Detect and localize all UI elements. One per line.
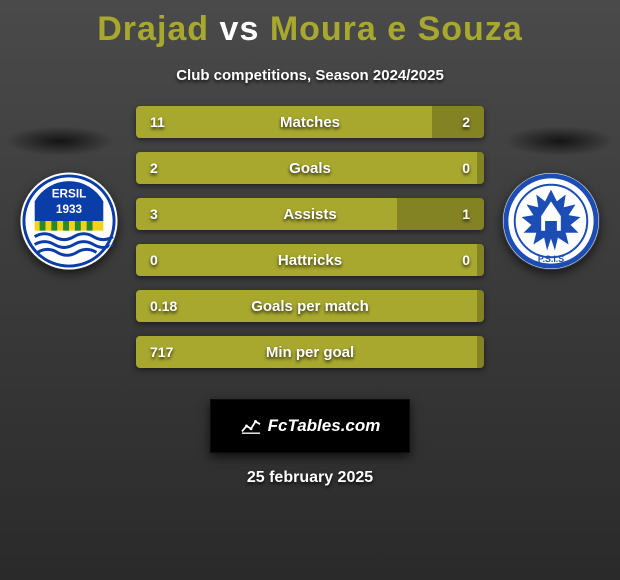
page-title: Drajad vs Moura e Souza — [0, 0, 620, 49]
stat-value-right: 1 — [430, 206, 470, 222]
crest-left-name: ERSIL — [52, 187, 87, 200]
stat-value-left: 2 — [150, 160, 190, 176]
footer-badge[interactable]: FcTables.com — [210, 399, 410, 453]
stat-fill-right — [477, 152, 484, 184]
shadow-right — [505, 126, 615, 156]
stat-bar-hattricks: 0Hattricks0 — [136, 244, 484, 276]
comparison-stage: ERSIL 1933 — [0, 106, 620, 381]
brand-text: FcTables.com — [268, 416, 381, 436]
chart-icon — [240, 417, 262, 435]
stat-bar-assists: 3Assists1 — [136, 198, 484, 230]
stat-bar-gpm: 0.18Goals per match — [136, 290, 484, 322]
stat-fill-right — [477, 290, 484, 322]
subtitle: Club competitions, Season 2024/2025 — [0, 67, 620, 84]
ersil-crest-icon: ERSIL 1933 — [20, 172, 118, 270]
stat-value-right: 2 — [430, 114, 470, 130]
stat-label: Goals — [190, 160, 430, 177]
stat-value-right: 0 — [430, 252, 470, 268]
player1-name: Drajad — [97, 10, 209, 48]
stat-label: Hattricks — [190, 252, 430, 269]
crest-right-name: P.S.I.S — [538, 254, 564, 264]
stat-value-left: 0 — [150, 252, 190, 268]
shadow-left — [5, 126, 115, 156]
stat-bar-mpg: 717Min per goal — [136, 336, 484, 368]
psis-crest-icon: P.S.I.S — [502, 172, 600, 270]
fctables-brand: FcTables.com — [240, 416, 381, 436]
player2-name: Moura e Souza — [270, 10, 523, 48]
stat-value-left: 3 — [150, 206, 190, 222]
date-label: 25 february 2025 — [0, 469, 620, 487]
stat-value-right: 0 — [430, 160, 470, 176]
club-crest-right: P.S.I.S — [502, 172, 600, 270]
stat-label: Goals per match — [190, 298, 430, 315]
stat-value-left: 0.18 — [150, 298, 190, 314]
vs-label: vs — [220, 10, 260, 48]
stat-value-left: 11 — [150, 114, 190, 130]
crest-left-year: 1933 — [56, 203, 83, 216]
stat-bar-goals: 2Goals0 — [136, 152, 484, 184]
stat-label: Matches — [190, 114, 430, 131]
stat-value-left: 717 — [150, 344, 190, 360]
stat-label: Min per goal — [190, 344, 430, 361]
club-crest-left: ERSIL 1933 — [20, 172, 118, 270]
stat-bars: 11Matches22Goals03Assists10Hattricks00.1… — [136, 106, 484, 382]
stat-label: Assists — [190, 206, 430, 223]
stat-fill-right — [477, 244, 484, 276]
stat-bar-matches: 11Matches2 — [136, 106, 484, 138]
stat-fill-right — [477, 336, 484, 368]
